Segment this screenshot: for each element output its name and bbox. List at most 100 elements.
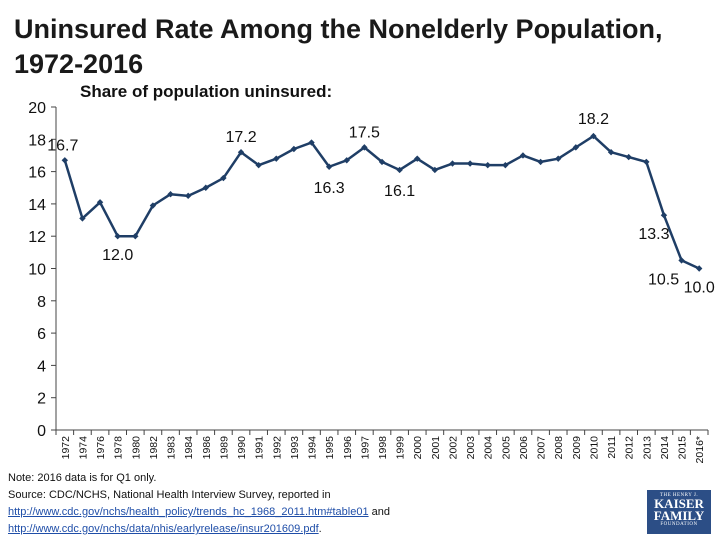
data-label-2010: 18.2 [578,111,609,128]
x-tick-label-2008: 2008 [553,436,565,460]
x-tick-label-1982: 1982 [148,436,160,460]
x-tick-label-1976: 1976 [95,436,107,460]
x-tick-label-1978: 1978 [113,436,125,460]
data-point-1993 [290,145,298,153]
source-link-1[interactable]: http://www.cdc.gov/nchs/health_policy/tr… [8,506,369,518]
data-point-2010 [590,132,597,140]
y-axis-label: Share of population uninsured: [80,82,333,101]
data-point-1997 [361,144,368,151]
data-point-1996 [343,157,350,164]
data-point-2015 [678,257,685,264]
data-point-2000 [414,155,421,162]
data-point-2002 [449,160,456,167]
x-tick-label-2013: 2013 [641,436,653,460]
chart-title: Uninsured Rate Among the Nonelderly Popu… [14,14,663,79]
x-tick-label-1995: 1995 [324,436,336,460]
x-tick-label-1989: 1989 [218,436,230,460]
x-tick-label-1993: 1993 [289,436,301,460]
data-point-1992 [273,155,280,162]
logo-line-4: FOUNDATION [660,522,698,527]
x-tick-label-1974: 1974 [77,436,89,460]
source-link-2[interactable]: http://www.cdc.gov/nchs/data/nhis/earlyr… [8,523,319,535]
x-tick-label-1990: 1990 [236,436,248,460]
series-line-0 [63,134,700,270]
data-point-1984 [184,192,192,200]
x-tick-label-1994: 1994 [307,436,319,460]
x-tick-label-1972: 1972 [60,436,72,460]
data-point-1983 [167,191,174,198]
y-tick-label-12: 12 [28,229,46,246]
data-point-1991 [255,161,262,169]
data-point-1980 [132,233,139,240]
y-tick-label-6: 6 [37,326,46,343]
data-point-1989 [220,174,227,182]
data-label-1990: 17.2 [225,129,256,146]
y-tick-label-8: 8 [37,294,46,311]
data-point-2003 [466,160,474,167]
source-links: http://www.cdc.gov/nchs/health_policy/tr… [8,504,608,521]
data-label-2015: 10.5 [648,271,679,288]
data-point-2007 [537,158,544,166]
data-label-2014: 13.3 [638,226,669,243]
data-label-2016star: 10.0 [684,280,715,297]
x-tick-label-2004: 2004 [483,436,495,460]
data-point-1976 [96,199,104,206]
data-point-1982 [149,202,157,209]
logo-line-3: FAMILY [653,508,705,523]
data-label-1978: 12.0 [102,247,133,264]
x-tick-label-1998: 1998 [377,436,389,460]
x-tick-label-1980: 1980 [130,436,142,460]
data-point-2014 [660,212,668,219]
x-tick-label-1999: 1999 [395,436,407,460]
x-tick-label-2001: 2001 [430,436,442,460]
y-tick-label-14: 14 [28,197,46,214]
data-point-1990 [237,149,245,156]
data-point-1994 [308,139,315,146]
x-tick-label-2015: 2015 [677,436,689,460]
x-tick-label-2006: 2006 [518,436,530,460]
data-point-1972 [61,157,69,164]
data-point-2011 [607,149,615,156]
x-tick-label-2005: 2005 [500,436,512,460]
data-point-1995 [325,163,333,170]
y-tick-label-10: 10 [28,262,46,279]
y-tick-label-2: 2 [37,391,46,408]
x-tick-label-2007: 2007 [536,436,548,460]
data-point-2009 [572,144,580,151]
logo-line-1: THE HENRY J. [659,493,699,498]
y-tick-label-20: 20 [28,100,46,117]
y-tick-label-0: 0 [37,423,46,440]
data-point-1998 [378,158,386,166]
data-point-2004 [484,161,491,169]
x-tick-label-2012: 2012 [624,436,636,460]
x-tick-label-1996: 1996 [342,436,354,460]
x-tick-label-1991: 1991 [254,436,266,460]
x-tick-label-2014: 2014 [659,436,671,460]
data-point-1999 [396,166,403,174]
data-point-1974 [79,215,86,222]
x-tick-label-2002: 2002 [447,436,459,460]
data-label-1995: 16.3 [314,180,345,197]
data-label-1972: 16.7 [47,137,78,154]
source-links-2: http://www.cdc.gov/nchs/data/nhis/earlyr… [8,521,608,538]
x-tick-label-1992: 1992 [271,436,283,460]
data-point-2013 [643,158,650,166]
x-tick-label-2003: 2003 [465,436,477,460]
data-label-1999: 16.1 [384,183,415,200]
data-point-1978 [114,233,121,240]
data-point-1986 [202,184,209,191]
data-point-2001 [431,166,439,174]
x-tick-label-2000: 2000 [412,436,424,460]
y-tick-label-4: 4 [37,358,46,375]
data-point-2008 [555,155,562,162]
source-text: Source: CDC/NCHS, National Health Interv… [8,489,331,501]
x-tick-label-2009: 2009 [571,436,583,460]
data-point-2016star [695,265,703,272]
x-tick-label-1986: 1986 [201,436,213,460]
data-point-2012 [625,153,632,161]
chart-footer: Note: 2016 data is for Q1 only. Source: … [8,470,608,538]
x-tick-label-1983: 1983 [166,436,178,460]
y-tick-label-16: 16 [28,165,46,182]
x-tick-label-2016star: 2016* [694,436,706,463]
